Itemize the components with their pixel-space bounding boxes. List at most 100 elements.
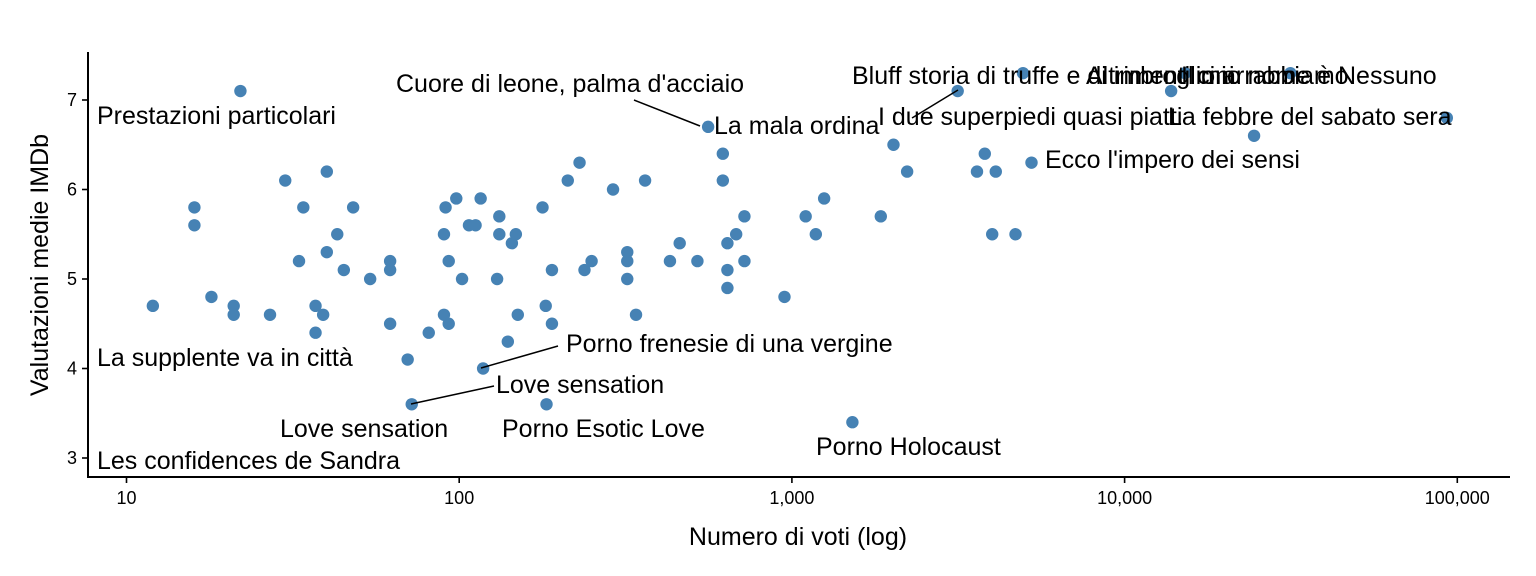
point-label: La mala ordina <box>714 112 879 140</box>
data-point <box>477 362 489 374</box>
x-tick-label: 1,000 <box>769 488 814 508</box>
data-point <box>228 309 240 321</box>
data-point <box>205 291 217 303</box>
data-point <box>188 219 200 231</box>
x-tick-label: 10,000 <box>1097 488 1152 508</box>
data-point <box>439 201 451 213</box>
data-point <box>585 255 597 267</box>
data-point <box>630 309 642 321</box>
point-label: I due superpiedi quasi piatti <box>878 103 1182 131</box>
data-point <box>384 318 396 330</box>
data-point <box>546 318 558 330</box>
data-point <box>493 210 505 222</box>
x-tick-label: 100,000 <box>1425 488 1490 508</box>
data-point <box>901 165 913 177</box>
data-point <box>1009 228 1021 240</box>
x-axis-ticks: 10 100 1,000 10,000 100,000 <box>116 477 1489 508</box>
data-point <box>321 246 333 258</box>
data-point <box>469 219 481 231</box>
data-point <box>443 318 455 330</box>
data-point <box>188 201 200 213</box>
data-point <box>971 165 983 177</box>
data-point <box>717 174 729 186</box>
data-point <box>738 255 750 267</box>
point-label: La supplente va in città <box>97 344 353 372</box>
data-point <box>338 264 350 276</box>
data-point <box>540 398 552 410</box>
data-point <box>147 300 159 312</box>
data-point <box>573 156 585 168</box>
point-label: Il mio nome è Nessuno <box>1181 62 1437 90</box>
data-point <box>493 228 505 240</box>
data-point <box>264 309 276 321</box>
point-label: Porno frenesie di una vergine <box>566 330 893 358</box>
x-tick-label: 10 <box>116 488 136 508</box>
data-point <box>664 255 676 267</box>
x-tick-label: 100 <box>444 488 474 508</box>
point-label: Prestazioni particolari <box>97 102 336 130</box>
data-point <box>317 309 329 321</box>
data-point <box>234 85 246 97</box>
data-point <box>738 210 750 222</box>
data-point <box>536 201 548 213</box>
data-point <box>502 335 514 347</box>
data-point <box>673 237 685 249</box>
y-tick-label: 7 <box>67 90 77 110</box>
data-point <box>1248 130 1260 142</box>
point-labels: Prestazioni particolari Cuore di leone, p… <box>97 62 1452 475</box>
data-point <box>1025 156 1037 168</box>
data-point <box>443 255 455 267</box>
leader-line <box>481 346 558 368</box>
data-point <box>279 174 291 186</box>
y-tick-label: 4 <box>67 359 77 379</box>
y-tick-label: 6 <box>67 180 77 200</box>
data-point <box>691 255 703 267</box>
point-label: La febbre del sabato sera <box>1168 103 1452 131</box>
data-point <box>450 192 462 204</box>
data-point <box>562 174 574 186</box>
y-tick-label: 3 <box>67 448 77 468</box>
data-point <box>347 201 359 213</box>
point-label: Love sensation <box>496 371 664 399</box>
data-point <box>297 201 309 213</box>
data-point <box>778 291 790 303</box>
data-point <box>546 264 558 276</box>
data-point <box>491 273 503 285</box>
x-axis-title: Numero di voti (log) <box>689 523 907 551</box>
point-label: Cuore di leone, palma d'acciaio <box>396 70 744 98</box>
y-axis-title: Valutazioni medie IMDb <box>26 134 54 396</box>
data-point <box>309 327 321 339</box>
data-point <box>810 228 822 240</box>
leader-line <box>634 100 700 126</box>
data-point <box>456 273 468 285</box>
y-axis-ticks: 3 4 5 6 7 <box>67 90 88 468</box>
point-label: Porno Holocaust <box>816 433 1001 461</box>
data-point <box>875 210 887 222</box>
data-point <box>818 192 830 204</box>
data-point <box>721 282 733 294</box>
data-point <box>512 309 524 321</box>
data-point <box>721 237 733 249</box>
data-point <box>717 148 729 160</box>
data-point <box>607 183 619 195</box>
data-point <box>474 192 486 204</box>
data-point <box>979 148 991 160</box>
data-point <box>721 264 733 276</box>
point-label: Love sensation <box>280 415 448 443</box>
data-point <box>321 165 333 177</box>
data-point <box>990 165 1002 177</box>
point-label: Porno Esotic Love <box>502 415 705 443</box>
data-point <box>364 273 376 285</box>
point-label: Ecco l'impero dei sensi <box>1045 146 1300 174</box>
data-point <box>887 139 899 151</box>
data-point <box>639 174 651 186</box>
data-point <box>510 228 522 240</box>
data-point <box>621 255 633 267</box>
data-point <box>331 228 343 240</box>
data-point <box>846 416 858 428</box>
leader-line <box>411 386 494 404</box>
y-tick-label: 5 <box>67 269 77 289</box>
point-label: Les confidences de Sandra <box>97 447 400 475</box>
data-point <box>621 273 633 285</box>
